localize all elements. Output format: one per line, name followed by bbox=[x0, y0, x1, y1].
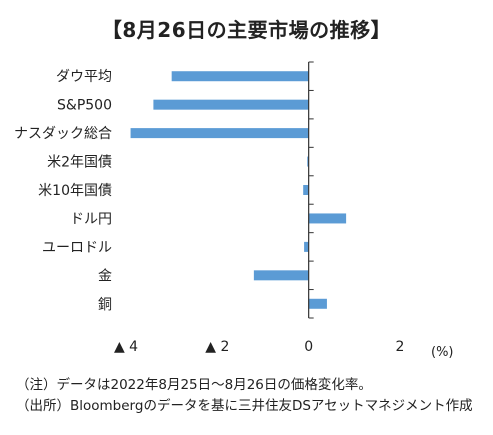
category-label: S&P500 bbox=[57, 98, 112, 114]
bar-9 bbox=[308, 298, 327, 309]
category-label: ユーロドル bbox=[42, 240, 112, 256]
bar-6 bbox=[308, 213, 347, 224]
bar-1 bbox=[171, 71, 309, 82]
footnote-source: （出所）Bloombergのデータを基に三井住友DSアセットマネジメント作成 bbox=[16, 398, 473, 414]
x-tick-label: ▲ 4 bbox=[114, 339, 138, 355]
bar-7 bbox=[304, 241, 309, 252]
x-unit-label: (%) bbox=[431, 345, 454, 360]
x-tick-label: 0 bbox=[304, 339, 313, 355]
category-label: 米2年国債 bbox=[47, 155, 112, 171]
category-label: ダウ平均 bbox=[56, 69, 112, 85]
bar-2 bbox=[153, 99, 309, 110]
bar-8 bbox=[253, 270, 309, 281]
bar-5 bbox=[303, 185, 309, 195]
x-tick-label: 2 bbox=[396, 339, 405, 355]
chart-title: 【8月26日の主要市場の推移】 bbox=[101, 18, 392, 42]
x-tick-label: ▲ 2 bbox=[205, 339, 229, 355]
category-label: 銅 bbox=[98, 297, 112, 313]
category-label: ナスダック総合 bbox=[14, 126, 112, 142]
footnote-data: （注）データは2022年8月25日～8月26日の価格変化率。 bbox=[16, 377, 372, 393]
bar-4 bbox=[307, 156, 309, 167]
category-label: 金 bbox=[98, 268, 112, 284]
bar-3 bbox=[130, 128, 309, 139]
category-label: 米10年国債 bbox=[38, 183, 112, 199]
category-label: ドル円 bbox=[70, 211, 112, 227]
